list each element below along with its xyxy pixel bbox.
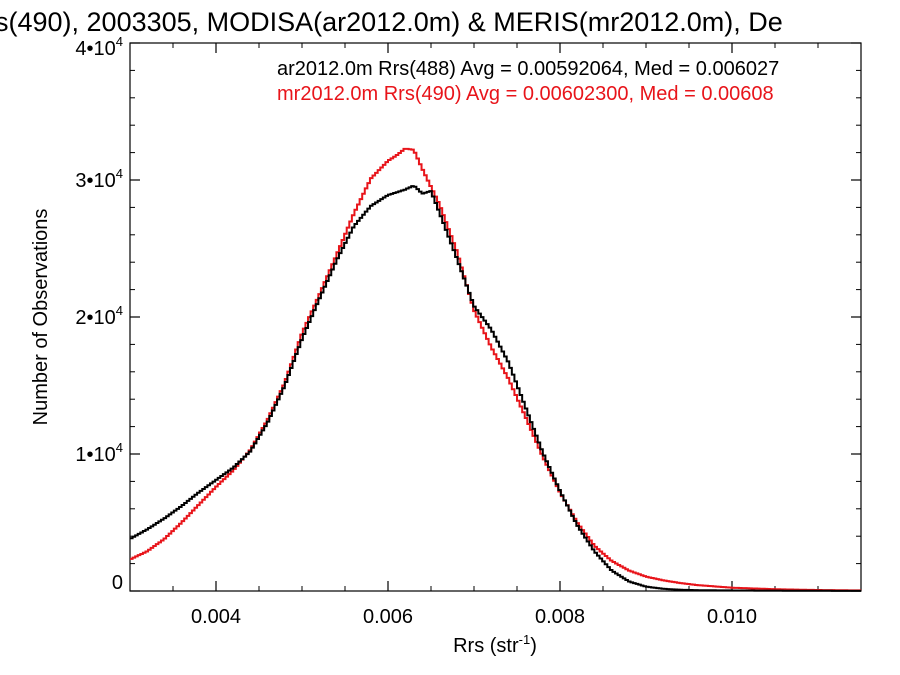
plot-frame bbox=[129, 42, 862, 592]
x-tick-label-2: 0.008 bbox=[535, 606, 585, 628]
y-tick-label-3: 3•104 bbox=[75, 166, 123, 192]
series-line-mr2012 bbox=[130, 147, 862, 592]
x-axis-label-text: Rrs (str bbox=[453, 635, 519, 657]
series-group bbox=[130, 147, 862, 592]
x-tick-label-3: 0.010 bbox=[707, 606, 757, 628]
x-axis: 0.004 0.006 0.008 0.010 bbox=[172, 43, 819, 628]
series-line-ar2012 bbox=[130, 185, 861, 592]
y-tick-label-1: 1•104 bbox=[75, 440, 123, 466]
x-axis-label-exponent: -1 bbox=[519, 632, 531, 647]
legend-entry-ar2012: ar2012.0m Rrs(488) Avg = 0.00592064, Med… bbox=[277, 58, 779, 80]
chart-title: s(490), 2003305, MODISA(ar2012.0m) & MER… bbox=[0, 7, 783, 37]
y-tick-label-2: 2•104 bbox=[75, 303, 123, 329]
y-tick-label-4: 4•104 bbox=[75, 34, 123, 60]
x-tick-label-1: 0.006 bbox=[363, 606, 413, 628]
x-axis-label: Rrs (str-1) bbox=[453, 632, 537, 657]
x-tick-label-0: 0.004 bbox=[191, 606, 241, 628]
y-tick-label-0: 0 bbox=[112, 572, 123, 594]
legend-entry-mr2012: mr2012.0m Rrs(490) Avg = 0.00602300, Med… bbox=[277, 83, 774, 105]
y-axis-label: Number of Observations bbox=[30, 209, 52, 426]
y-axis: 0 1•104 2•104 3•104 4•104 bbox=[75, 34, 861, 594]
x-axis-label-close: ) bbox=[530, 635, 537, 657]
